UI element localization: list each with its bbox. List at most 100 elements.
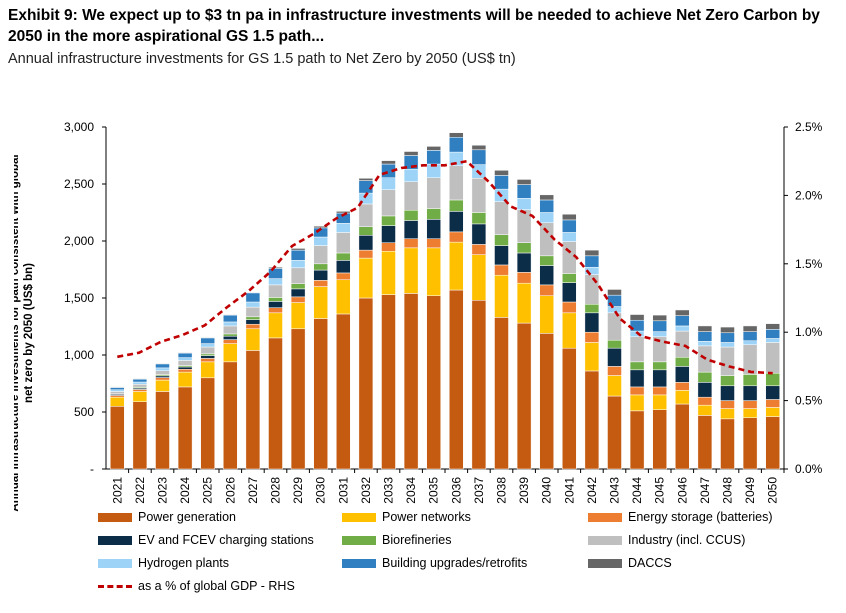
- bar-energy-storage-batteries: [290, 296, 306, 303]
- legend-item: Biorefineries: [342, 533, 451, 547]
- bar-building-upgrades-retrofits: [516, 184, 532, 199]
- bar-power-generation: [358, 297, 374, 470]
- bar-industry-incl-ccus: [607, 312, 622, 341]
- bar-energy-storage-batteries: [358, 249, 374, 259]
- bar-building-upgrades-retrofits: [268, 268, 283, 279]
- x-tick-label: 2029: [291, 477, 305, 504]
- bar-hydrogen-plants: [652, 331, 667, 338]
- legend-item: Building upgrades/retrofits: [342, 556, 527, 570]
- bar-biorefineries: [200, 353, 215, 356]
- bar-ev-and-fcev-charging-stations: [313, 269, 328, 281]
- bar-daccs: [652, 314, 667, 322]
- bar-ev-and-fcev-charging-stations: [584, 312, 600, 333]
- bar-biorefineries: [358, 226, 374, 236]
- bar-ev-and-fcev-charging-stations: [155, 375, 170, 378]
- bar-industry-incl-ccus: [313, 245, 328, 265]
- bar-building-upgrades-retrofits: [223, 314, 238, 323]
- bar-power-generation: [629, 410, 645, 470]
- bar-biorefineries: [449, 199, 464, 212]
- bar-biorefineries: [629, 361, 645, 371]
- bar-building-upgrades-retrofits: [449, 137, 464, 153]
- bar-energy-storage-batteries: [177, 369, 193, 373]
- gdp-share-line: [117, 159, 773, 375]
- bar-power-networks: [449, 241, 464, 291]
- bar-biorefineries: [268, 297, 283, 302]
- bar-daccs: [155, 363, 170, 365]
- legend-swatch: [98, 558, 132, 568]
- bar-power-generation: [290, 328, 306, 470]
- bar-biorefineries: [381, 215, 396, 226]
- x-tick-label: 2043: [608, 477, 622, 504]
- bar-energy-storage-batteries: [675, 382, 690, 391]
- legend-label: Industry (incl. CCUS): [628, 533, 746, 547]
- bar-industry-incl-ccus: [268, 284, 283, 298]
- bar-energy-storage-batteries: [697, 396, 713, 406]
- x-tick-label: 2048: [721, 477, 735, 504]
- bar-hydrogen-plants: [403, 168, 419, 182]
- x-tick-label: 2031: [336, 477, 350, 504]
- bar-building-upgrades-retrofits: [742, 331, 758, 342]
- bar-biorefineries: [336, 252, 351, 261]
- bar-power-networks: [426, 247, 441, 296]
- bar-ev-and-fcev-charging-stations: [268, 301, 283, 308]
- bar-power-networks: [584, 342, 600, 372]
- bar-industry-incl-ccus: [471, 178, 487, 213]
- legend-item: Industry (incl. CCUS): [588, 533, 745, 547]
- bar-hydrogen-plants: [177, 357, 193, 361]
- bar-industry-incl-ccus: [155, 370, 170, 375]
- bar-energy-storage-batteries: [155, 377, 170, 381]
- y-tick-label: 1,000: [64, 348, 94, 362]
- x-tick-label: 2021: [110, 477, 124, 504]
- y-tick-label: 500: [74, 405, 94, 419]
- bar-energy-storage-batteries: [313, 280, 328, 287]
- bar-daccs: [742, 325, 758, 332]
- bar-industry-incl-ccus: [177, 360, 193, 366]
- legend-swatch: [588, 558, 622, 568]
- bar-energy-storage-batteries: [607, 366, 622, 376]
- bar-ev-and-fcev-charging-stations: [200, 355, 215, 359]
- bar-ev-and-fcev-charging-stations: [539, 265, 554, 286]
- legend-item: Power generation: [98, 510, 236, 524]
- bar-ev-and-fcev-charging-stations: [223, 335, 238, 340]
- bar-biorefineries: [562, 273, 577, 283]
- x-tick-label: 2030: [314, 477, 328, 504]
- bar-daccs: [381, 160, 396, 165]
- bar-industry-incl-ccus: [358, 203, 374, 227]
- bar-ev-and-fcev-charging-stations: [426, 219, 441, 239]
- bar-daccs: [562, 213, 577, 221]
- y2-tick-label: 0.5%: [795, 394, 823, 408]
- bar-power-generation: [765, 416, 780, 470]
- bar-energy-storage-batteries: [132, 389, 148, 392]
- bar-hydrogen-plants: [516, 198, 532, 210]
- bar-power-networks: [562, 312, 577, 349]
- bar-building-upgrades-retrofits: [765, 329, 780, 339]
- bar-power-generation: [494, 317, 509, 470]
- bar-energy-storage-batteries: [268, 307, 283, 314]
- bar-power-generation: [471, 300, 487, 470]
- x-tick-label: 2023: [156, 477, 170, 504]
- bar-industry-incl-ccus: [742, 344, 758, 375]
- bar-power-generation: [336, 313, 351, 470]
- y2-tick-label: 2.0%: [795, 188, 823, 202]
- y2-tick-label: 0.0%: [795, 462, 823, 476]
- bar-daccs: [765, 323, 780, 330]
- bar-energy-storage-batteries: [652, 386, 667, 396]
- bar-building-upgrades-retrofits: [539, 199, 554, 213]
- bar-building-upgrades-retrofits: [652, 320, 667, 332]
- bar-power-generation: [200, 377, 215, 470]
- bar-power-generation: [313, 318, 328, 470]
- bar-biorefineries: [720, 375, 735, 387]
- bar-hydrogen-plants: [720, 342, 735, 348]
- x-tick-label: 2028: [269, 477, 283, 504]
- x-tick-label: 2038: [495, 477, 509, 504]
- bar-biorefineries: [290, 283, 306, 290]
- legend: Power generation Power networks Energy sto…: [98, 510, 818, 610]
- bar-power-generation: [584, 370, 600, 470]
- legend-label: Building upgrades/retrofits: [382, 556, 528, 570]
- bar-hydrogen-plants: [562, 232, 577, 242]
- bar-hydrogen-plants: [110, 389, 125, 392]
- bar-power-generation: [132, 401, 148, 470]
- bar-building-upgrades-retrofits: [426, 150, 441, 165]
- legend-swatch: [342, 558, 376, 568]
- y2-tick-label: 1.5%: [795, 257, 823, 271]
